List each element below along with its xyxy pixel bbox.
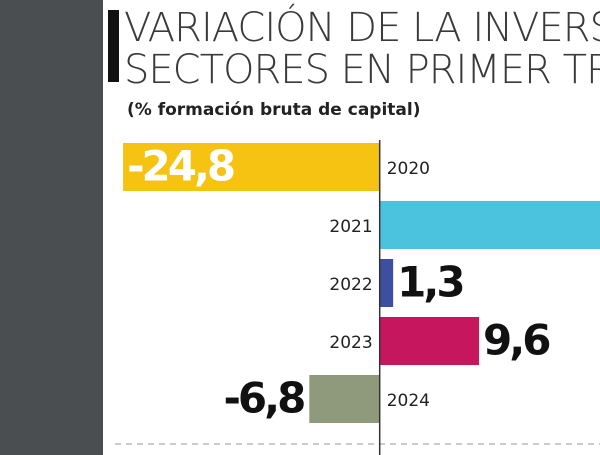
y-category-label: 2021 [329, 217, 372, 237]
title-marker [108, 10, 119, 82]
bar [309, 375, 380, 423]
bar [379, 201, 600, 249]
chart-title: VARIACIÓN DE LA INVERSI [124, 3, 600, 51]
chart-title: SECTORES EN PRIMER TRI [124, 47, 600, 93]
chart-subtitle: (% formación bruta de capital) [127, 100, 421, 120]
bar [379, 317, 480, 365]
y-category-label: 2023 [329, 333, 372, 353]
bar [123, 143, 380, 191]
value-label: -6,8 [223, 374, 304, 423]
value-label: 1,3 [397, 258, 462, 307]
y-category-label: 2022 [329, 275, 372, 295]
y-category-label: 2020 [387, 159, 430, 179]
bar [379, 259, 394, 307]
value-label: 9,6 [483, 316, 549, 365]
value-label: -24,8 [127, 142, 234, 191]
y-category-label: 2024 [387, 391, 430, 411]
side-panel [0, 0, 103, 455]
